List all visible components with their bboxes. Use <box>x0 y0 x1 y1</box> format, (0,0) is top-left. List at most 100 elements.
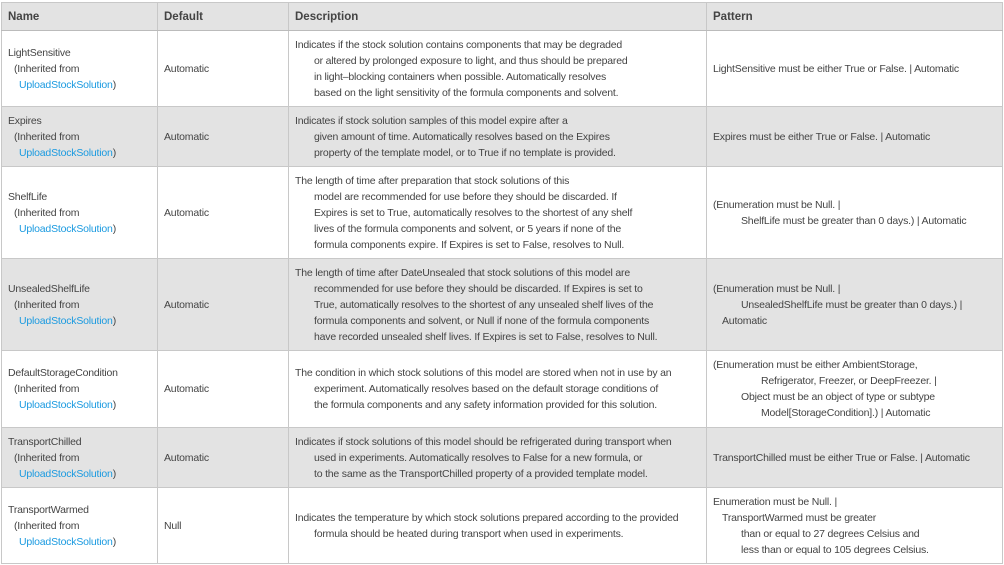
default-cell: Automatic <box>157 30 289 107</box>
description-line: to the same as the TransportChilled prop… <box>314 467 648 480</box>
pattern-line: LightSensitive must be either True or Fa… <box>713 62 959 75</box>
pattern-cell: (Enumeration must be Null. | UnsealedShel… <box>706 258 1003 351</box>
option-name: UnsealedShelfLife <box>8 282 90 295</box>
description-line: Indicates if stock solution samples of t… <box>295 114 568 127</box>
pattern-line: (Enumeration must be Null. | <box>713 282 841 295</box>
inherited-link[interactable]: UploadStockSolution <box>19 146 113 159</box>
option-name: DefaultStorageCondition <box>8 367 118 379</box>
pattern-line: Automatic <box>722 314 767 327</box>
option-name: LightSensitive <box>8 46 71 59</box>
pattern-line: Enumeration must be Null. | <box>713 495 837 508</box>
name-cell: ShelfLife (Inherited from UploadStockSolut… <box>1 166 158 259</box>
header-name: Name <box>1 2 158 31</box>
description-cell: The length of time after DateUnsealed th… <box>288 258 707 351</box>
inherited-label: (Inherited from <box>14 298 80 311</box>
table-row: LightSensitive (Inherited from UploadStock… <box>1 30 1003 107</box>
inherited-suffix: ) <box>112 399 117 411</box>
description-cell: Indicates if stock solution samples of t… <box>288 106 707 167</box>
description-cell: Indicates if stock solutions of this mod… <box>288 427 707 488</box>
header-row: Name Default Description Pattern <box>1 2 1003 31</box>
description-line: have recorded unsealed shelf lives. If E… <box>314 330 658 343</box>
pattern-cell: TransportChilled must be either True or … <box>706 427 1003 488</box>
pattern-line: (Enumeration must be Null. | <box>713 198 841 211</box>
header-pattern: Pattern <box>706 2 1003 31</box>
inherited-link[interactable]: UploadStockSolution <box>19 314 113 327</box>
description-line: recommended for use before they should b… <box>314 282 643 295</box>
inherited-suffix: ) <box>112 222 117 235</box>
pattern-cell: (Enumeration must be either AmbientStora… <box>706 350 1003 428</box>
pattern-cell: LightSensitive must be either True or Fa… <box>706 30 1003 107</box>
inherited-suffix: ) <box>112 146 117 159</box>
name-cell: DefaultStorageCondition (Inherited from Up… <box>1 350 158 428</box>
table-row: Expires (Inherited from UploadStockSolutio… <box>1 106 1003 167</box>
pattern-cell: Expires must be either True or False. | … <box>706 106 1003 167</box>
description-line: model are recommended for use before the… <box>314 190 617 203</box>
pattern-line: UnsealedShelfLife must be greater than 0… <box>741 298 963 311</box>
description-line: property of the template model, or to Tr… <box>314 146 616 159</box>
description-line: lives of the formula components and solv… <box>314 222 622 235</box>
description-line: the formula components and any safety in… <box>314 399 657 411</box>
description-line: formula should be heated during transpor… <box>314 527 624 540</box>
name-cell: TransportWarmed (Inherited from UploadStoc… <box>1 487 158 564</box>
inherited-label: (Inherited from <box>14 206 80 219</box>
table-row: DefaultStorageCondition (Inherited from Up… <box>1 350 1003 428</box>
pattern-line: ShelfLife must be greater than 0 days.) … <box>741 214 967 227</box>
default-cell: Null <box>157 487 289 564</box>
description-cell: Indicates if the stock solution contains… <box>288 30 707 107</box>
inherited-link[interactable]: UploadStockSolution <box>19 78 113 91</box>
table-row: UnsealedShelfLife (Inherited from UploadSt… <box>1 258 1003 351</box>
inherited-suffix: ) <box>112 467 117 480</box>
inherited-suffix: ) <box>112 78 117 91</box>
default-cell: Automatic <box>157 258 289 351</box>
description-line: Expires is set to True, automatically re… <box>314 206 633 219</box>
description-line: formula components and solvent, or Null … <box>314 314 650 327</box>
default-cell: Automatic <box>157 166 289 259</box>
name-cell: TransportChilled (Inherited from UploadSto… <box>1 427 158 488</box>
default-cell: Automatic <box>157 350 289 428</box>
pattern-line: Object must be an object of type or subt… <box>741 391 935 403</box>
inherited-label: (Inherited from <box>14 130 80 143</box>
inherited-suffix: ) <box>112 314 117 327</box>
description-line: experiment. Automatically resolves based… <box>314 383 659 395</box>
description-line: based on the light sensitivity of the fo… <box>314 86 619 99</box>
description-line: The length of time after DateUnsealed th… <box>295 266 630 279</box>
description-cell: The condition in which stock solutions o… <box>288 350 707 428</box>
inherited-label: (Inherited from <box>14 451 80 464</box>
description-line: Indicates if stock solutions of this mod… <box>295 435 672 448</box>
option-name: TransportWarmed <box>8 503 89 516</box>
description-line: Indicates the temperature by which stock… <box>295 511 679 524</box>
inherited-label: (Inherited from <box>14 62 80 75</box>
pattern-line: than or equal to 27 degrees Celsius and <box>741 527 920 540</box>
inherited-link[interactable]: UploadStockSolution <box>19 222 113 235</box>
inherited-link[interactable]: UploadStockSolution <box>19 535 113 548</box>
option-name: Expires <box>8 114 42 127</box>
description-line: The condition in which stock solutions o… <box>295 367 672 379</box>
default-cell: Automatic <box>157 427 289 488</box>
description-line: or altered by prolonged exposure to ligh… <box>314 54 628 67</box>
inherited-label: (Inherited from <box>14 383 80 395</box>
name-cell: Expires (Inherited from UploadStockSolutio… <box>1 106 158 167</box>
description-line: in light–blocking containers when possib… <box>314 70 607 83</box>
description-cell: Indicates the temperature by which stock… <box>288 487 707 564</box>
pattern-cell: Enumeration must be Null. | TransportWarm… <box>706 487 1003 564</box>
option-name: ShelfLife <box>8 190 48 203</box>
pattern-line: TransportWarmed must be greater <box>722 511 877 524</box>
header-default: Default <box>157 2 289 31</box>
inherited-link[interactable]: UploadStockSolution <box>19 399 113 411</box>
default-cell: Automatic <box>157 106 289 167</box>
option-name: TransportChilled <box>8 435 82 448</box>
table-row: TransportChilled (Inherited from UploadSto… <box>1 427 1003 488</box>
name-cell: UnsealedShelfLife (Inherited from UploadSt… <box>1 258 158 351</box>
description-line: Indicates if the stock solution contains… <box>295 38 623 51</box>
description-line: used in experiments. Automatically resol… <box>314 451 643 464</box>
inherited-suffix: ) <box>112 535 117 548</box>
pattern-cell: (Enumeration must be Null. | ShelfLife mu… <box>706 166 1003 259</box>
header-description: Description <box>288 2 707 31</box>
name-cell: LightSensitive (Inherited from UploadStock… <box>1 30 158 107</box>
inherited-link[interactable]: UploadStockSolution <box>19 467 113 480</box>
table-row: TransportWarmed (Inherited from UploadStoc… <box>1 487 1003 564</box>
description-line: formula components expire. If Expires is… <box>314 238 625 251</box>
pattern-line: TransportChilled must be either True or … <box>713 451 970 464</box>
pattern-line: Expires must be either True or False. | … <box>713 130 931 143</box>
